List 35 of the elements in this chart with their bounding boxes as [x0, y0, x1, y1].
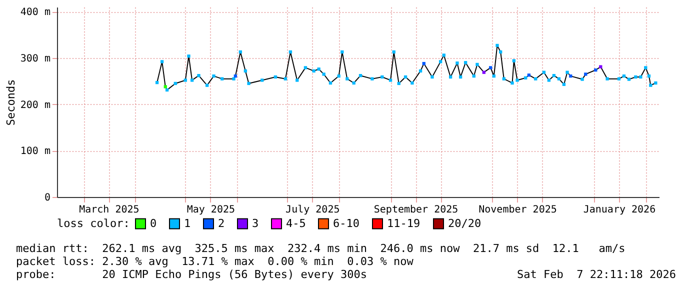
- legend-title: loss color:: [57, 217, 130, 230]
- point: [422, 62, 426, 66]
- point: [594, 68, 598, 72]
- text: Sat Feb 7 22:11:18 2026: [517, 268, 676, 281]
- legend-label: 3: [252, 216, 259, 230]
- y-tick-label: 100 m: [20, 146, 50, 158]
- point: [488, 66, 492, 70]
- point: [599, 65, 602, 68]
- x-tick-label: March 2025: [79, 204, 140, 216]
- x-tick-label: July 2025: [286, 204, 340, 216]
- point: [234, 74, 238, 78]
- legend-label: 1: [184, 216, 191, 230]
- x-tick-label: November 2025: [478, 204, 557, 216]
- text: probe: 20 ICMP Echo Pings (56 Bytes) every 300s: [16, 268, 367, 281]
- x-tick-label: September 2025: [374, 204, 458, 216]
- legend-label: 4-5: [286, 216, 306, 230]
- point: [527, 74, 531, 77]
- point: [584, 72, 588, 76]
- y-tick-label: 200 m: [20, 100, 50, 111]
- point: [569, 74, 572, 78]
- legend-label: 6-10: [333, 216, 360, 230]
- text: median rtt: 262.1 ms avg 325.5 ms max 232.4 ms min 246.0 ms now 21.7 ms sd 12.1 am/s: [16, 242, 626, 255]
- y-axis-title: Seconds: [4, 79, 18, 126]
- text: packet loss: 2.30 % avg 13.71 % max 0.00 % min 0.03 % now: [16, 255, 414, 268]
- x-tick-label: January 2026: [583, 204, 656, 216]
- legend-label: 20/20: [448, 216, 482, 230]
- y-tick-label: 0: [44, 192, 50, 204]
- y-tick-label: 300 m: [20, 53, 50, 64]
- point: [482, 70, 486, 74]
- legend-label: 11-19: [387, 216, 420, 230]
- point: [164, 85, 167, 88]
- legend-label: 2: [218, 216, 225, 230]
- legend-label: 0: [150, 216, 157, 230]
- y-tick-label: 400 m: [20, 7, 50, 18]
- x-tick-label: May 2025: [186, 204, 236, 216]
